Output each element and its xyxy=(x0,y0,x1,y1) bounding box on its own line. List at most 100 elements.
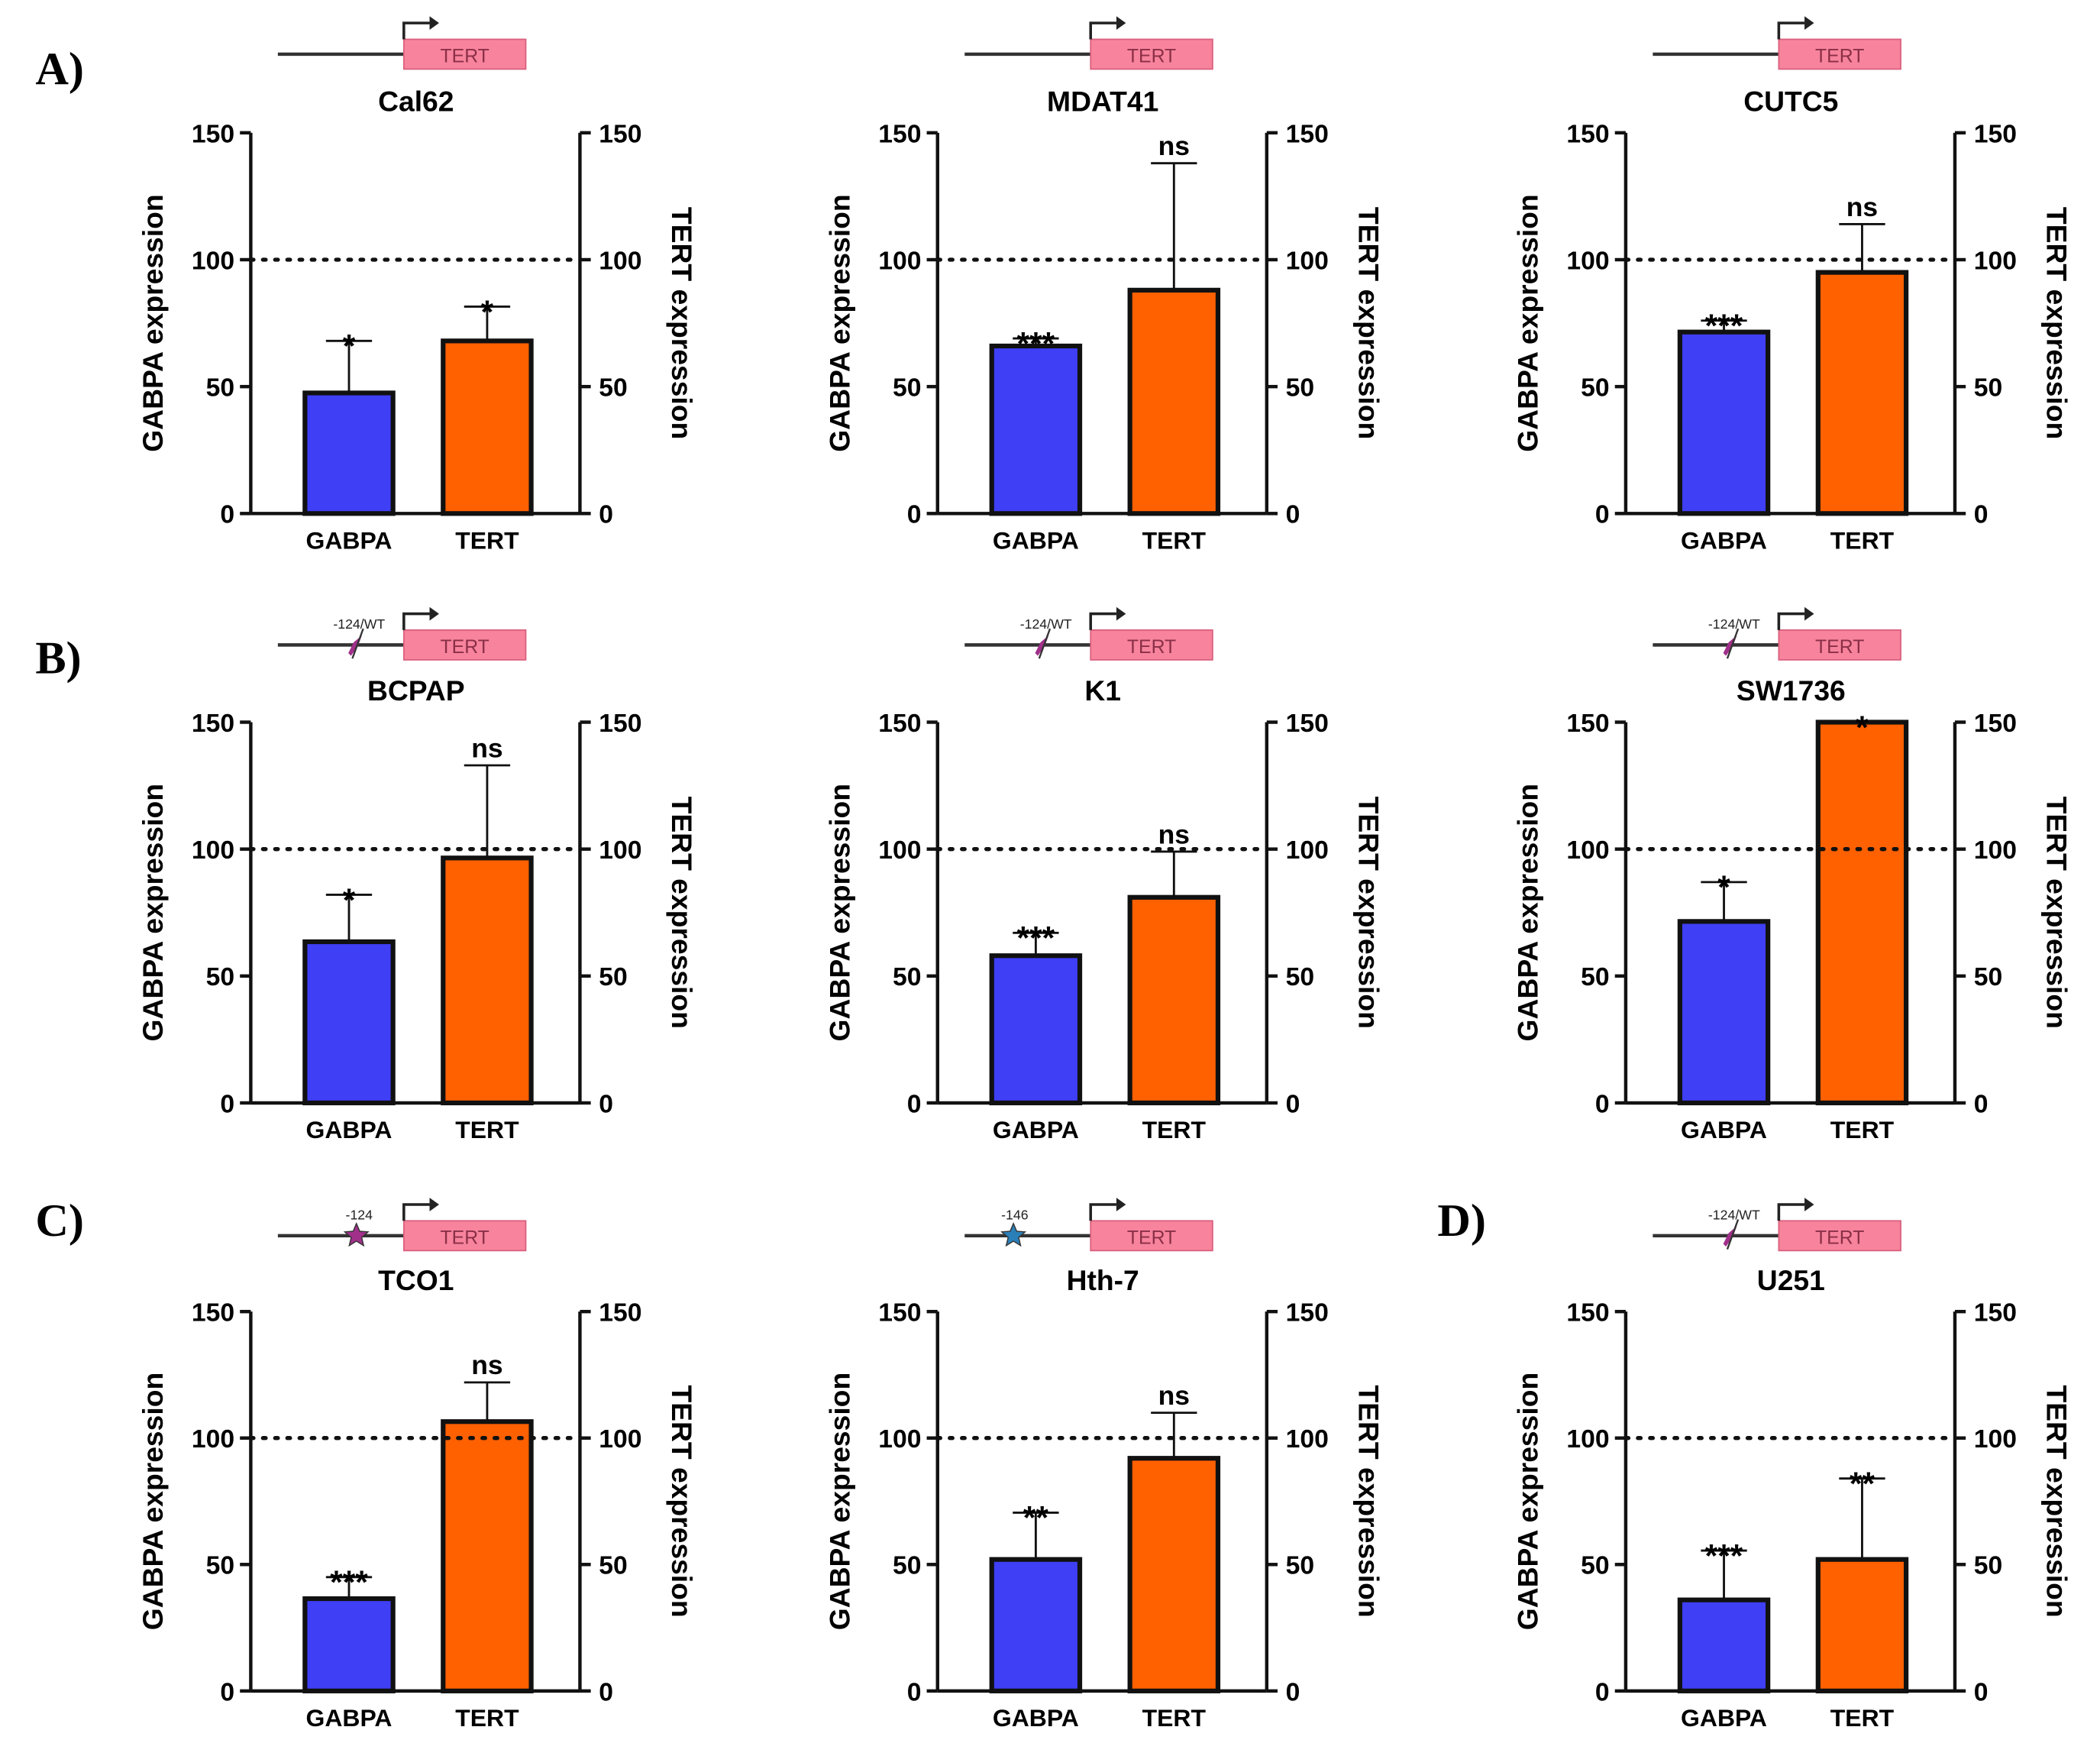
left-tick-label: 0 xyxy=(220,1677,234,1706)
tss-arrow-icon xyxy=(1777,21,1805,40)
right-tick-label: 50 xyxy=(1286,1551,1314,1580)
significance-label: *** xyxy=(1705,1538,1743,1574)
left-tick-label: 100 xyxy=(1566,836,1609,865)
right-tick-label: 100 xyxy=(1974,836,2017,865)
right-tick-label: 100 xyxy=(599,1425,641,1454)
right-tick-label: 0 xyxy=(1974,1677,1989,1706)
right-tick-label: 50 xyxy=(1974,962,2002,991)
tert-gene-label: TERT xyxy=(440,1227,489,1248)
tert-gene-box xyxy=(1778,1220,1901,1252)
left-tick-label: 0 xyxy=(220,1089,234,1118)
significance-label: * xyxy=(343,882,356,919)
left-tick-label: 0 xyxy=(1595,1089,1610,1118)
significance-label: *** xyxy=(1705,308,1743,344)
right-y-axis-label: TERT expression xyxy=(2041,797,2073,1029)
chart-title: CUTC5 xyxy=(1743,85,1838,117)
significance-label: ** xyxy=(1023,1500,1049,1537)
left-tick-label: 50 xyxy=(1581,1551,1609,1580)
x-tick-label: TERT xyxy=(455,1704,519,1732)
left-tick-label: 150 xyxy=(192,119,234,148)
right-y-axis-label: TERT expression xyxy=(1352,797,1384,1029)
left-tick-label: 150 xyxy=(878,709,921,738)
right-tick-label: 150 xyxy=(1974,1298,2017,1328)
right-tick-label: 150 xyxy=(1286,119,1329,148)
right-tick-label: 50 xyxy=(1286,962,1314,991)
bar-tert xyxy=(441,1419,534,1693)
chart-panel-mdat41: TERT MDAT41 *** GABPA ns TERT 0 0 50 50 100 100 150 1… xyxy=(823,16,1384,554)
bar-tert xyxy=(1815,720,1909,1106)
tert-promoter-diagram: TERT -124/WT xyxy=(1653,1198,1901,1252)
left-y-axis-label: GABPA expression xyxy=(823,1373,855,1630)
right-tick-label: 100 xyxy=(1286,1425,1329,1454)
right-tick-label: 0 xyxy=(599,1089,613,1118)
left-tick-label: 150 xyxy=(192,1298,234,1328)
left-tick-label: 100 xyxy=(192,1425,234,1454)
chart-panel-u251: TERT -124/WT U251 *** GABPA ** TERT 0 0 50 50 100 10… xyxy=(1512,1198,2073,1732)
right-tick-label: 0 xyxy=(1286,500,1300,529)
right-tick-label: 50 xyxy=(1286,374,1314,403)
x-tick-label: GABPA xyxy=(993,1704,1079,1732)
tert-gene-label: TERT xyxy=(1815,47,1864,67)
chart-title: SW1736 xyxy=(1737,674,1846,707)
right-tick-label: 50 xyxy=(599,1551,627,1580)
bar-gabpa xyxy=(302,390,396,516)
left-tick-label: 100 xyxy=(192,836,234,865)
x-tick-label: TERT xyxy=(1142,526,1207,554)
tss-arrow-icon xyxy=(1777,612,1805,630)
x-tick-label: TERT xyxy=(1830,1116,1895,1143)
mutation-label: -124/WT xyxy=(1708,616,1760,632)
bar-tert xyxy=(1127,1456,1221,1693)
tert-gene-label: TERT xyxy=(1127,637,1176,658)
left-tick-label: 100 xyxy=(192,246,234,275)
right-y-axis-label: TERT expression xyxy=(666,207,698,439)
chart-panel-k1: TERT -124/WT K1 *** GABPA ns TERT 0 0 50 50 100 100 1… xyxy=(823,606,1384,1143)
x-tick-label: TERT xyxy=(455,526,519,554)
left-tick-label: 0 xyxy=(907,1089,922,1118)
tert-gene-box xyxy=(1778,629,1901,661)
tss-arrowhead-icon xyxy=(1804,606,1814,621)
tert-gene-label: TERT xyxy=(1815,1227,1864,1248)
right-tick-label: 0 xyxy=(1974,1089,1989,1118)
tss-arrowhead-icon xyxy=(1116,1198,1126,1211)
left-y-axis-label: GABPA expression xyxy=(823,784,855,1041)
tert-promoter-diagram: TERT -124/WT xyxy=(1653,606,1901,661)
tert-promoter-diagram: TERT -146 xyxy=(964,1198,1213,1252)
right-tick-label: 0 xyxy=(1286,1089,1300,1118)
left-tick-label: 50 xyxy=(893,1551,921,1580)
x-tick-label: GABPA xyxy=(1681,1116,1767,1143)
right-tick-label: 100 xyxy=(1286,836,1329,865)
left-tick-label: 150 xyxy=(1566,119,1609,148)
right-y-axis-label: TERT expression xyxy=(666,1385,698,1617)
left-tick-label: 100 xyxy=(878,246,921,275)
significance-label: ns xyxy=(1158,1380,1190,1411)
bar-tert xyxy=(1127,287,1221,516)
bar-tert xyxy=(1127,894,1221,1106)
left-tick-label: 50 xyxy=(1581,374,1609,403)
chart-title: BCPAP xyxy=(367,674,465,707)
right-tick-label: 100 xyxy=(1974,1425,2017,1454)
tert-gene-box xyxy=(1090,38,1213,70)
tss-arrow-icon xyxy=(402,21,430,40)
chart-title: U251 xyxy=(1757,1264,1825,1296)
left-tick-label: 50 xyxy=(206,374,234,403)
left-tick-label: 50 xyxy=(206,1551,234,1580)
tss-arrowhead-icon xyxy=(429,606,439,621)
x-tick-label: TERT xyxy=(1142,1116,1207,1143)
chart-panel-bcpap: TERT -124/WT BCPAP * GABPA ns TERT 0 0 50 50 100 100… xyxy=(137,606,698,1143)
left-y-axis-label: GABPA expression xyxy=(823,194,855,451)
bar-gabpa xyxy=(302,939,396,1106)
tss-arrow-icon xyxy=(1089,612,1116,630)
significance-label: * xyxy=(343,328,356,365)
right-tick-label: 150 xyxy=(1974,119,2017,148)
bar-gabpa xyxy=(1677,1597,1771,1693)
left-y-axis-label: GABPA expression xyxy=(137,194,169,451)
x-tick-label: GABPA xyxy=(306,1704,393,1732)
mutation-slash xyxy=(1038,628,1052,659)
chart-title: MDAT41 xyxy=(1047,85,1158,117)
right-tick-label: 150 xyxy=(599,119,641,148)
right-tick-label: 150 xyxy=(599,709,641,738)
mutation-star-icon xyxy=(343,1222,370,1247)
x-tick-label: TERT xyxy=(1830,1704,1895,1732)
x-tick-label: TERT xyxy=(455,1116,519,1143)
